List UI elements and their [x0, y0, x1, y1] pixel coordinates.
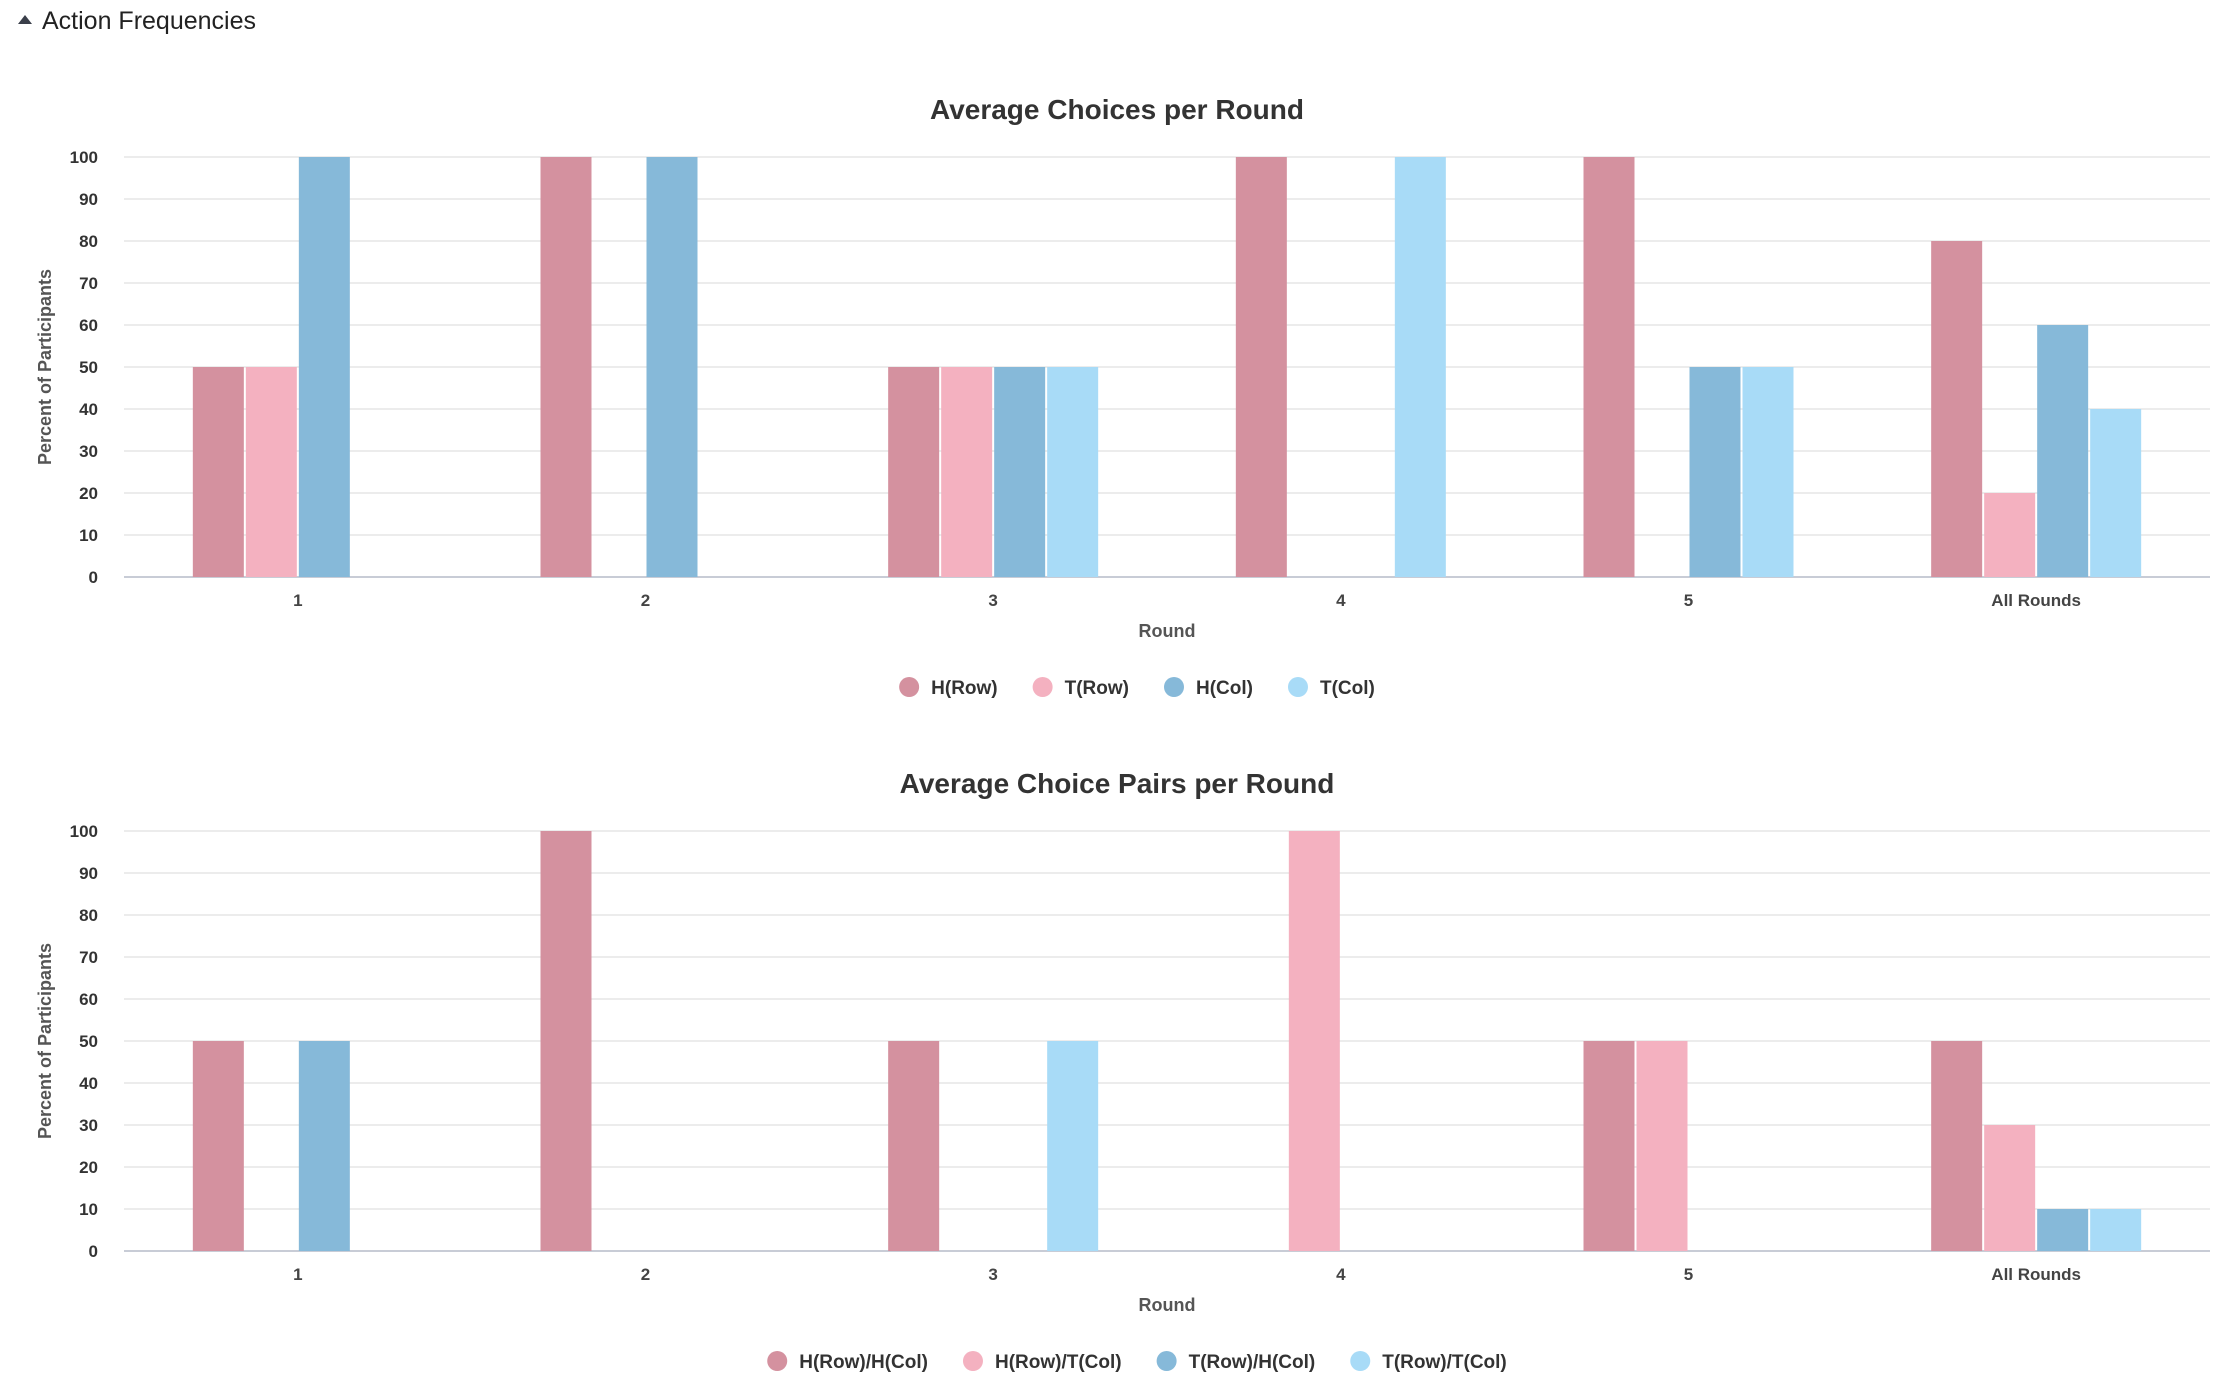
- bar-h-row-1: [192, 367, 244, 577]
- y-tick-label: 60: [79, 316, 98, 335]
- section-title: Action Frequencies: [42, 6, 257, 35]
- y-tick-label: 90: [79, 864, 98, 883]
- bar-h-row-5: [1583, 157, 1635, 577]
- y-tick-label: 50: [79, 1032, 98, 1051]
- bar-h-row-h-col-1: [192, 1041, 244, 1251]
- y-tick-label: 40: [79, 1074, 98, 1093]
- y-tick-label: 70: [79, 274, 98, 293]
- y-tick-label: 0: [89, 1242, 98, 1261]
- chart-title: Average Choices per Round: [930, 94, 1304, 125]
- chart-title: Average Choice Pairs per Round: [900, 768, 1335, 799]
- y-tick-label: 20: [79, 484, 98, 503]
- y-tick-label: 60: [79, 990, 98, 1009]
- bar-t-row-t-col-3: [1047, 1041, 1099, 1251]
- y-tick-label: 90: [79, 190, 98, 209]
- bar-h-col-all-rounds: [2037, 325, 2089, 577]
- section-toggle[interactable]: Action Frequencies: [18, 4, 256, 38]
- bar-t-row-all-rounds: [1984, 493, 2036, 577]
- legend-label: H(Row)/T(Col): [995, 1352, 1122, 1373]
- bar-t-row-3: [941, 367, 993, 577]
- bar-h-row-all-rounds: [1931, 241, 1983, 577]
- bar-h-col-5: [1689, 367, 1741, 577]
- bar-h-row-2: [540, 157, 592, 577]
- x-tick-label: 2: [641, 1265, 650, 1284]
- bar-h-row-t-col-all-rounds: [1984, 1125, 2036, 1251]
- y-tick-label: 40: [79, 400, 98, 419]
- y-axis-title: Percent of Participants: [35, 943, 55, 1139]
- y-tick-label: 10: [79, 526, 98, 545]
- bar-t-col-5: [1742, 367, 1794, 577]
- bar-h-col-2: [646, 157, 698, 577]
- legend-label: H(Col): [1196, 678, 1253, 699]
- legend-marker-h-row-h-col: [767, 1351, 788, 1371]
- average-choices-chart: Average Choices per Round 0 10 20 30 40 50 60 70…: [0, 60, 2230, 700]
- caret-up-icon: [18, 15, 32, 24]
- y-tick-label: 20: [79, 1158, 98, 1177]
- y-tick-label: 10: [79, 1200, 98, 1219]
- x-axis-title: Round: [1139, 621, 1196, 641]
- y-tick-label: 80: [79, 232, 98, 251]
- legend-marker-h-row: [899, 677, 920, 697]
- x-tick-label: 3: [988, 1265, 997, 1284]
- bar-h-row-h-col-5: [1583, 1041, 1635, 1251]
- x-tick-label: 3: [988, 591, 997, 610]
- y-axis-title: Percent of Participants: [35, 269, 55, 465]
- legend-label: T(Row): [1065, 678, 1129, 699]
- bar-t-row-h-col-all-rounds: [2037, 1209, 2089, 1251]
- average-choice-pairs-chart-svg: Average Choice Pairs per Round 0 10 20 30 40 5…: [35, 768, 2210, 1373]
- legend-label: H(Row): [931, 678, 997, 699]
- y-tick-label: 30: [79, 442, 98, 461]
- x-tick-label: 4: [1336, 591, 1346, 610]
- bar-t-row-t-col-all-rounds: [2090, 1209, 2142, 1251]
- bar-h-col-3: [994, 367, 1046, 577]
- legend-label: T(Row)/H(Col): [1189, 1352, 1316, 1373]
- legend-marker-h-row-t-col: [962, 1351, 983, 1371]
- bar-h-row-t-col-4: [1288, 831, 1340, 1251]
- y-tick-label: 100: [70, 148, 98, 167]
- bar-h-row-4: [1235, 157, 1287, 577]
- legend-label: T(Col): [1320, 678, 1375, 699]
- bar-h-row-t-col-5: [1636, 1041, 1688, 1251]
- x-tick-label: 4: [1336, 1265, 1346, 1284]
- y-tick-label: 0: [89, 568, 98, 587]
- y-tick-label: 80: [79, 906, 98, 925]
- x-tick-label: 5: [1684, 1265, 1693, 1284]
- legend-marker-h-col: [1164, 677, 1184, 697]
- x-axis-title: Round: [1139, 1295, 1196, 1315]
- y-tick-label: 70: [79, 948, 98, 967]
- x-tick-label: 1: [293, 591, 302, 610]
- bar-h-row-h-col-2: [540, 831, 592, 1251]
- bar-t-row-1: [245, 367, 297, 577]
- bar-h-row-h-col-3: [888, 1041, 940, 1251]
- bar-t-col-all-rounds: [2090, 409, 2142, 577]
- x-tick-label: All Rounds: [1991, 1265, 2081, 1284]
- y-tick-label: 50: [79, 358, 98, 377]
- bar-t-col-4: [1394, 157, 1446, 577]
- average-choices-chart-svg: Average Choices per Round 0 10 20 30 40 50 60 70…: [35, 94, 2210, 699]
- bar-t-col-3: [1047, 367, 1099, 577]
- average-choice-pairs-chart: Average Choice Pairs per Round 0 10 20 30 40 5…: [0, 734, 2230, 1374]
- x-tick-label: 2: [641, 591, 650, 610]
- x-tick-label: 5: [1684, 591, 1693, 610]
- legend-marker-t-row-t-col: [1350, 1351, 1371, 1371]
- bar-t-row-h-col-1: [298, 1041, 350, 1251]
- x-tick-label: 1: [293, 1265, 302, 1284]
- legend-marker-t-row: [1032, 677, 1053, 697]
- legend-label: H(Row)/H(Col): [799, 1352, 928, 1373]
- y-tick-label: 30: [79, 1116, 98, 1135]
- y-tick-label: 100: [70, 822, 98, 841]
- legend-marker-t-col: [1287, 677, 1308, 697]
- legend-marker-t-row-h-col: [1156, 1351, 1177, 1371]
- legend-label: T(Row)/T(Col): [1382, 1352, 1507, 1373]
- bar-h-col-1: [298, 157, 350, 577]
- bar-h-row-h-col-all-rounds: [1931, 1041, 1983, 1251]
- x-tick-label: All Rounds: [1991, 591, 2081, 610]
- bar-h-row-3: [888, 367, 940, 577]
